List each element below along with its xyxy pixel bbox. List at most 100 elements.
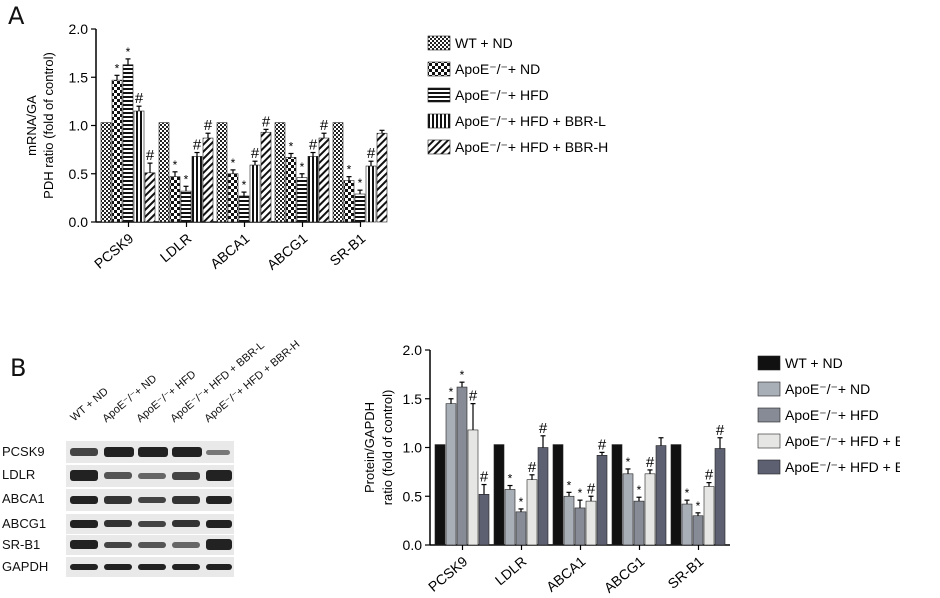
band-label: LDLR [2,467,36,482]
band-label: PCSK9 [2,444,45,459]
y-tick-label: 0.5 [69,166,89,182]
bar [574,507,586,546]
bar [144,172,156,223]
x-tick-label: LDLR [157,230,195,265]
western-blot: WT + ND ApoE⁻/⁻+ ND ApoE⁻/⁻+ HFD ApoE⁻/⁻… [0,300,330,598]
bar [692,515,704,546]
bar [202,137,214,223]
blot-band [138,473,166,479]
significance-mark: * [626,455,631,469]
bar [158,122,170,223]
bar [537,447,549,546]
significance-mark: * [449,385,454,399]
significance-mark: * [696,499,701,513]
bar [191,156,203,223]
significance-mark: * [578,486,583,500]
x-tick-label: PCSK9 [425,553,471,595]
x-tick-label: ABCA1 [543,553,589,595]
significance-mark: * [508,472,513,486]
significance-mark: # [646,454,655,471]
x-tick-label: ABCA1 [207,230,253,272]
bar [611,444,623,546]
significance-mark: # [320,117,329,134]
panel-a-label: A [8,2,25,30]
blot-band [206,564,232,570]
blot-band [70,496,98,504]
bar [169,176,181,223]
x-tick-label: ABCG1 [601,553,648,596]
legend-label: ApoE⁻/⁻+ HFD + BBR-L [455,113,606,129]
blot-band [104,520,132,527]
bar [596,455,608,546]
y-axis-label: Protein/GAPDH [362,402,377,493]
bar [296,177,308,223]
bar [681,503,693,546]
significance-mark: # [480,469,489,486]
blot-strip [66,441,234,463]
significance-mark: # [309,137,318,154]
blot-strip [66,514,234,534]
blot-band [104,472,132,479]
bar [365,165,377,223]
bar [343,180,355,223]
band-label: ABCG1 [2,516,47,531]
bar [493,444,505,546]
blot-band [138,521,166,527]
x-tick-label: PCSK9 [91,230,137,272]
x-tick-label: ABCG1 [264,230,311,273]
blot-band [138,447,168,457]
bar [644,473,656,546]
y-tick-label: 2.0 [69,21,89,37]
y-tick-label: 1.5 [403,391,423,407]
significance-mark: # [193,137,202,154]
blot-band [138,564,166,570]
significance-mark: * [184,172,189,186]
legend-label: ApoE⁻/⁻+ HFD + BBR-H [785,459,900,475]
legend-swatch [427,61,451,77]
blot-strip [66,489,234,511]
x-tick-label: SR-B1 [327,230,369,269]
blot-strip [66,465,234,487]
bar [655,445,667,546]
significance-mark: # [705,467,714,484]
significance-mark: * [242,178,247,192]
significance-mark: # [204,117,213,134]
legend-swatch [757,433,781,449]
legend-swatch [427,87,451,103]
significance-mark: # [598,436,607,453]
legend-label: ApoE⁻/⁻+ HFD + BBR-H [455,139,608,155]
blot-band [172,447,202,457]
bar [285,157,297,223]
band-label: SR-B1 [2,537,41,552]
bar [249,164,261,223]
legend-swatch [757,459,781,475]
bar [552,444,564,546]
bar [434,444,446,546]
bar [526,479,538,546]
blot-band [172,564,200,570]
bar [445,403,457,546]
mrna-bar-chart: 0.0 0.5 1.0 1.5 2.0 mRNA/GA PDH ratio (fold of… [24,21,608,273]
blot-band [172,542,200,548]
x-tick-label: SR-B1 [665,553,707,592]
y-tick-label: 0.0 [69,214,89,230]
bar [122,64,134,223]
legend-swatch [427,35,451,51]
legend-swatch [757,381,781,397]
legend-swatch [757,407,781,423]
bar [714,448,726,546]
legend-label: WT + ND [455,35,513,51]
significance-mark: # [251,145,260,162]
blot-band [206,470,232,481]
blot-band [172,520,200,527]
bar [100,122,112,223]
blot-band [206,520,232,528]
blot-band [138,542,166,548]
blot-band [206,496,232,504]
band-label: ABCA1 [2,491,45,506]
bar [670,444,682,546]
bar [585,500,597,546]
legend-label: ApoE⁻/⁻+ ND [785,381,870,397]
legend-label: ApoE⁻/⁻+ ND [455,61,540,77]
significance-mark: * [685,486,690,500]
